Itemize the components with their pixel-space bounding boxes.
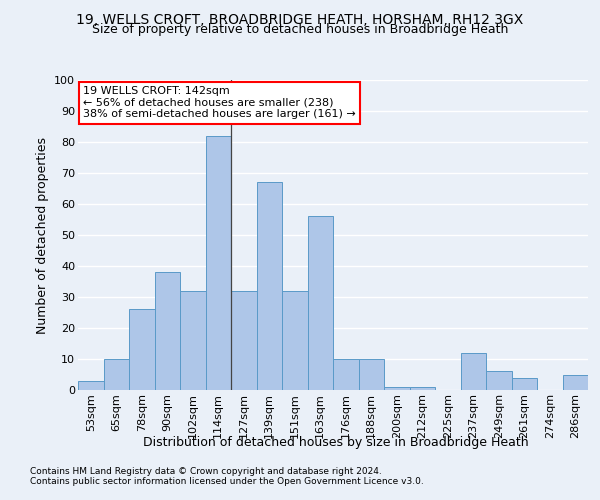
Bar xyxy=(486,372,511,390)
Bar xyxy=(359,359,384,390)
Text: 19 WELLS CROFT: 142sqm
← 56% of detached houses are smaller (238)
38% of semi-de: 19 WELLS CROFT: 142sqm ← 56% of detached… xyxy=(83,86,356,120)
Bar xyxy=(282,291,308,390)
Bar xyxy=(461,353,486,390)
Text: Distribution of detached houses by size in Broadbridge Heath: Distribution of detached houses by size … xyxy=(143,436,529,449)
Text: 19, WELLS CROFT, BROADBRIDGE HEATH, HORSHAM, RH12 3GX: 19, WELLS CROFT, BROADBRIDGE HEATH, HORS… xyxy=(76,12,524,26)
Bar xyxy=(231,291,257,390)
Bar xyxy=(511,378,537,390)
Bar xyxy=(257,182,282,390)
Bar xyxy=(308,216,333,390)
Bar xyxy=(78,380,104,390)
Bar xyxy=(333,359,359,390)
Bar xyxy=(205,136,231,390)
Bar xyxy=(129,310,155,390)
Text: Contains public sector information licensed under the Open Government Licence v3: Contains public sector information licen… xyxy=(30,477,424,486)
Bar xyxy=(384,387,409,390)
Text: Size of property relative to detached houses in Broadbridge Heath: Size of property relative to detached ho… xyxy=(92,22,508,36)
Text: Contains HM Land Registry data © Crown copyright and database right 2024.: Contains HM Land Registry data © Crown c… xyxy=(30,467,382,476)
Bar xyxy=(409,387,435,390)
Bar xyxy=(104,359,129,390)
Y-axis label: Number of detached properties: Number of detached properties xyxy=(35,136,49,334)
Bar xyxy=(180,291,205,390)
Bar xyxy=(563,374,588,390)
Bar xyxy=(155,272,180,390)
